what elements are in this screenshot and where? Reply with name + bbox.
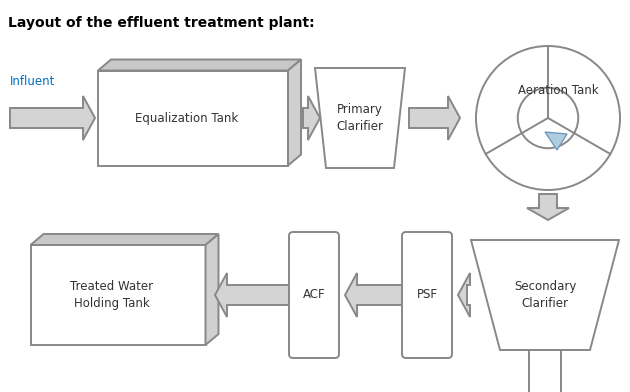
FancyBboxPatch shape xyxy=(402,232,452,358)
Polygon shape xyxy=(458,273,470,317)
FancyBboxPatch shape xyxy=(289,232,339,358)
Text: Primary
Clarifier: Primary Clarifier xyxy=(336,103,384,133)
Text: Aeration Tank: Aeration Tank xyxy=(518,83,598,96)
Text: Influent: Influent xyxy=(10,75,55,88)
Polygon shape xyxy=(527,194,569,220)
Polygon shape xyxy=(545,132,567,150)
Polygon shape xyxy=(205,234,219,345)
Text: ACF: ACF xyxy=(302,289,325,301)
Polygon shape xyxy=(30,245,205,345)
Polygon shape xyxy=(303,96,320,140)
Text: Treated Water
Holding Tank: Treated Water Holding Tank xyxy=(71,279,154,310)
Polygon shape xyxy=(98,71,288,165)
Polygon shape xyxy=(30,234,219,245)
Text: Secondary
Clarifier: Secondary Clarifier xyxy=(514,280,576,310)
Circle shape xyxy=(518,88,578,148)
Text: Layout of the effluent treatment plant:: Layout of the effluent treatment plant: xyxy=(8,16,314,30)
Polygon shape xyxy=(10,96,95,140)
Text: PSF: PSF xyxy=(416,289,437,301)
Polygon shape xyxy=(315,68,405,168)
Circle shape xyxy=(476,46,620,190)
Polygon shape xyxy=(288,60,301,165)
Polygon shape xyxy=(471,240,619,350)
Text: Equalization Tank: Equalization Tank xyxy=(135,111,239,125)
Polygon shape xyxy=(409,96,460,140)
Polygon shape xyxy=(215,273,289,317)
Polygon shape xyxy=(98,60,301,71)
Polygon shape xyxy=(345,273,402,317)
